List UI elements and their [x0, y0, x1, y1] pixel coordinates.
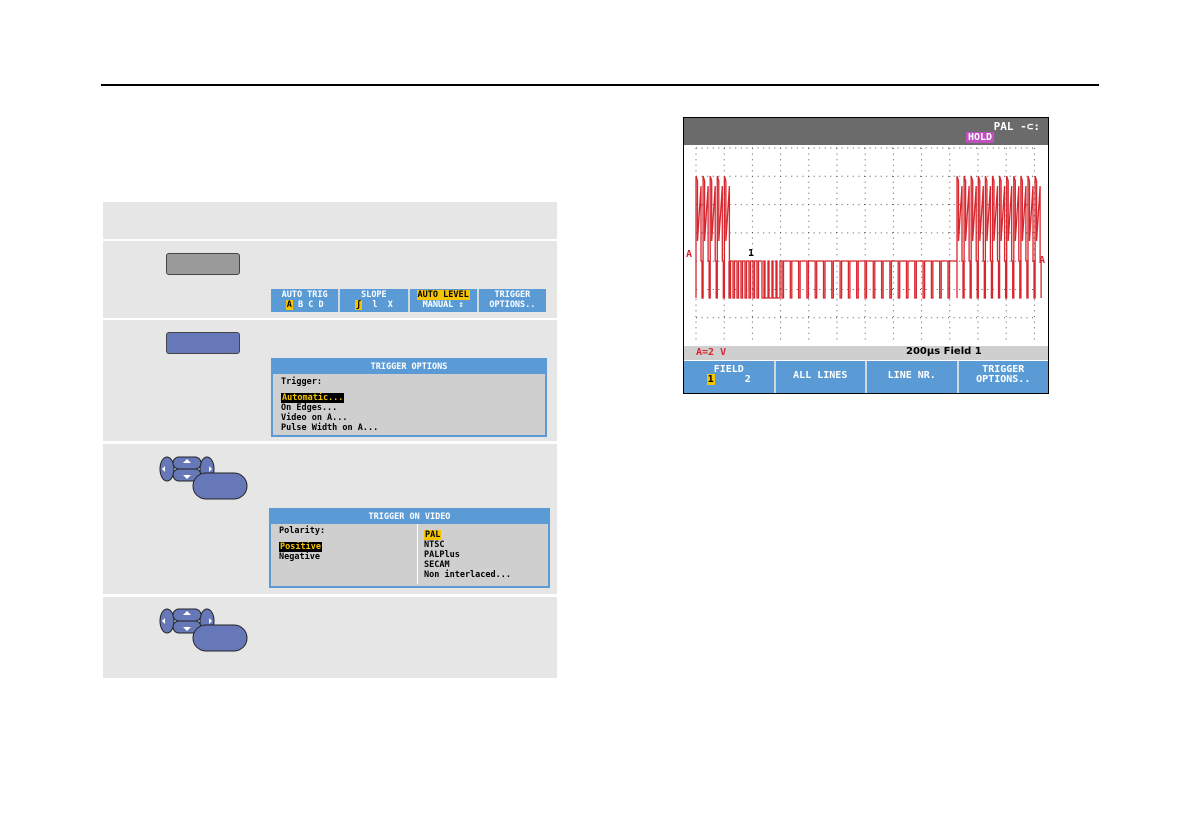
menu-title: TRIGGER OPTIONS	[273, 360, 545, 374]
fk-line-nr[interactable]: LINE NR.	[867, 361, 959, 393]
scope-status-bar: A=2 V 200µs Field 1	[684, 346, 1048, 360]
scope-screen: PAL -⊂: HOLD A A 1 A=2 V 200µs Field 1 F…	[683, 117, 1049, 394]
mains-plug-icon: -⊂:	[1020, 120, 1040, 133]
polarity-label: Polarity:	[279, 526, 326, 536]
menu-item-video[interactable]: Video on A...	[281, 413, 348, 423]
fk-field[interactable]: FIELD 1 2	[684, 361, 776, 393]
trigger-marker: 1	[748, 248, 755, 259]
channel-scale: A=2 V	[696, 347, 727, 358]
fk-auto-trig[interactable]: AUTO TRIG A B C D	[271, 289, 341, 312]
timebase: 200µs	[906, 346, 941, 357]
polarity-positive[interactable]: Positive	[279, 542, 322, 552]
channel-a-marker-left: A	[686, 249, 693, 260]
menu-item-on-edges[interactable]: On Edges...	[281, 403, 338, 413]
scope-function-key-bar: FIELD 1 2 ALL LINES LINE NR. TRIGGER OPTIO…	[684, 361, 1048, 393]
trigger-on-video-menu: TRIGGER ON VIDEO Polarity: Positive Nega…	[269, 508, 550, 588]
channel-a-marker-right: A	[1038, 255, 1045, 266]
standard-secam[interactable]: SECAM	[424, 560, 450, 570]
waveform-trace	[695, 175, 1042, 299]
fk-trigger-options[interactable]: TRIGGER OPTIONS..	[976, 364, 1031, 385]
standard-pal[interactable]: PAL	[424, 530, 442, 540]
scope-header: PAL -⊂: HOLD	[684, 118, 1048, 145]
field-readout: Field 1	[943, 346, 982, 357]
fk-trigger-options[interactable]: TRIGGER OPTIONS..	[489, 290, 536, 310]
menu-title: TRIGGER ON VIDEO	[271, 510, 548, 524]
standard-palplus[interactable]: PALPlus	[424, 550, 460, 560]
function-key-button[interactable]	[166, 332, 240, 354]
menu-item-automatic[interactable]: Automatic...	[281, 393, 345, 403]
arrow-keys-enter-icon[interactable]	[158, 455, 248, 505]
polarity-negative[interactable]: Negative	[279, 552, 320, 562]
fk-auto-level[interactable]: AUTO LEVEL MANUAL ⇕	[410, 289, 479, 312]
trigger-options-menu: TRIGGER OPTIONS Trigger: Automatic... On…	[271, 358, 547, 437]
fk-slope[interactable]: SLOPE ʃ l X	[340, 289, 410, 312]
header-rule	[101, 84, 1099, 86]
step-header	[103, 202, 557, 239]
scope-trace-area	[695, 147, 1042, 341]
standard-ntsc[interactable]: NTSC	[424, 540, 445, 550]
trigger-key-button[interactable]	[166, 253, 240, 275]
menu-label: Trigger:	[281, 377, 322, 387]
trigger-function-key-bar: AUTO TRIG A B C D SLOPE ʃ l X AUTO LEVEL MA…	[271, 289, 546, 312]
hold-badge: HOLD	[966, 132, 995, 143]
arrow-keys-enter-icon[interactable]	[158, 607, 248, 657]
video-standard: PAL	[993, 120, 1014, 133]
standard-non-interlaced[interactable]: Non interlaced...	[424, 570, 511, 580]
menu-item-pulse-width[interactable]: Pulse Width on A...	[281, 423, 379, 433]
fk-all-lines[interactable]: ALL LINES	[776, 361, 867, 393]
